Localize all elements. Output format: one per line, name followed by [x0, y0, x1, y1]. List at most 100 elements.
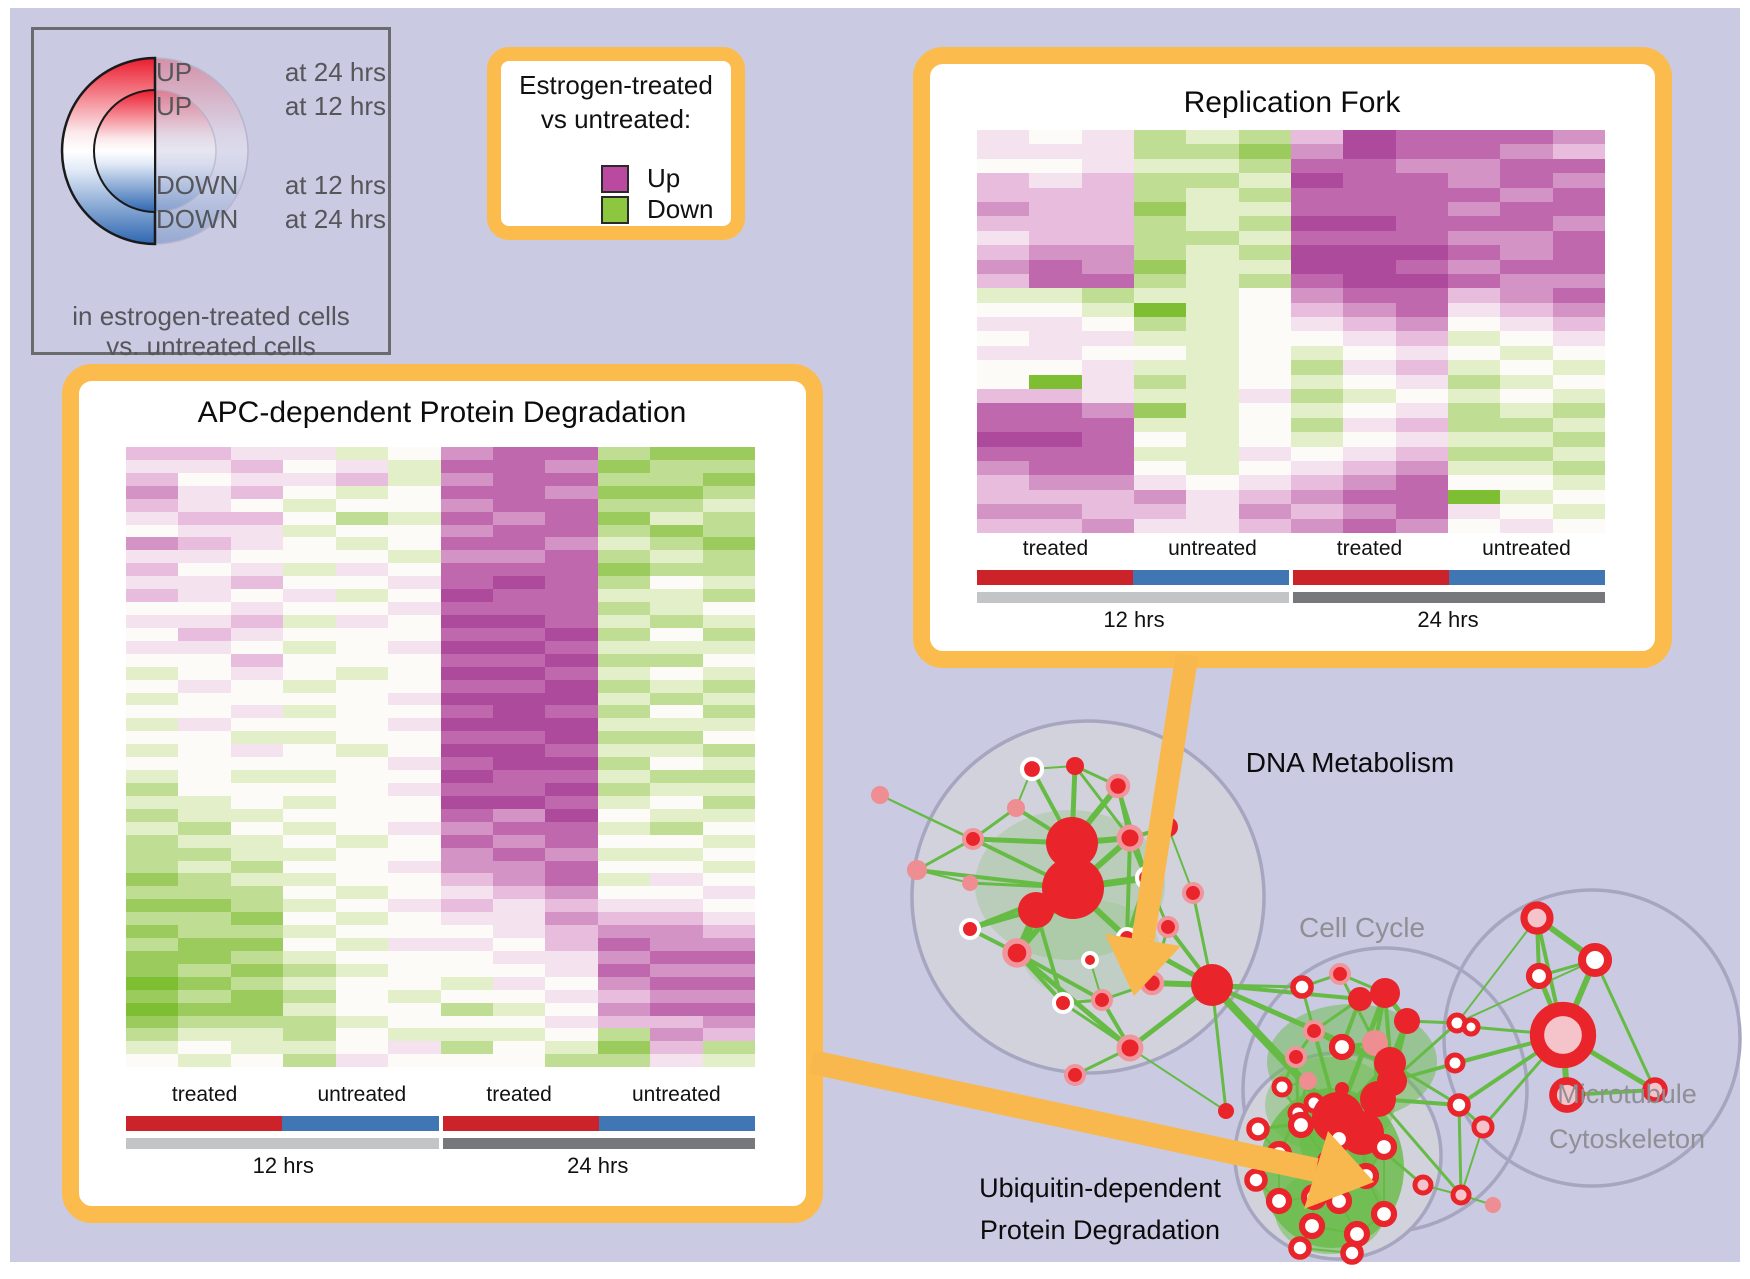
heatmap-cell [545, 925, 598, 939]
heatmap-cell [388, 511, 441, 525]
heatmap-cell [1500, 331, 1553, 346]
heatmap-cell [1081, 317, 1134, 332]
heatmap-row [977, 187, 1605, 202]
heatmap-cell [702, 511, 756, 525]
heatmap-cell [1029, 230, 1082, 246]
heatmap-cell [178, 666, 231, 680]
heatmap-cell [1081, 475, 1134, 490]
up-color-swatch [601, 164, 629, 193]
heatmap-row [977, 446, 1605, 461]
heatmap-cell [335, 925, 389, 939]
heatmap-cell [1343, 360, 1396, 375]
heatmap-cell [1447, 518, 1501, 533]
heatmap-cell [1186, 446, 1239, 461]
heatmap-cell [702, 744, 756, 758]
heatmap-cell [283, 692, 336, 706]
network-node [1520, 901, 1554, 935]
heatmap-cell [440, 1054, 493, 1068]
heatmap-cell [1186, 432, 1239, 447]
heatmap-cell [335, 860, 389, 874]
heatmap-cell [597, 899, 651, 913]
heatmap-cell [650, 498, 703, 512]
heatmap-cell [126, 886, 179, 900]
heatmap-cell [492, 653, 546, 667]
ubiquitin-label-line2: Protein Degradation [979, 1215, 1221, 1245]
heatmap-cell [440, 950, 493, 964]
heatmap-cell [977, 201, 1030, 217]
heatmap-cell [283, 666, 336, 680]
heatmap-row [126, 847, 756, 861]
heatmap-cell [1133, 331, 1187, 346]
legend-row: UP at 12 hrs [156, 91, 386, 122]
heatmap-cell [650, 576, 703, 590]
network-edge [1210, 984, 1228, 1112]
heatmap-cell [283, 498, 336, 512]
heatmap-cell [126, 860, 179, 874]
heatmap-cell [1552, 432, 1605, 447]
heatmap-cell [492, 602, 546, 615]
network-node [1412, 1174, 1434, 1196]
network-node [1328, 1033, 1356, 1061]
heatmap-cell [1186, 259, 1239, 274]
heatmap-cell [492, 744, 546, 758]
heatmap-row [126, 550, 756, 564]
heatmap-cell [178, 576, 231, 590]
network-node [1002, 938, 1032, 968]
network-node [1377, 1066, 1407, 1096]
heatmap-cell [492, 1028, 546, 1042]
heatmap-cell [1290, 201, 1344, 217]
heatmap-cell [1133, 460, 1187, 476]
heatmap-row [126, 718, 756, 732]
heatmap-cell [1343, 130, 1396, 145]
heatmap-cell [1552, 417, 1605, 433]
heatmap-cell [597, 808, 651, 822]
heatmap-cell [492, 511, 546, 525]
heatmap-cell [1029, 273, 1082, 289]
heatmap-cell [977, 158, 1030, 174]
heatmap-cell [283, 821, 336, 835]
heatmap-cell [440, 770, 493, 783]
heatmap-cell [1081, 446, 1134, 461]
heatmap-cell [178, 640, 231, 654]
heatmap-cell [1186, 417, 1239, 433]
heatmap-cell [283, 912, 336, 926]
heatmap-cell [230, 873, 284, 887]
heatmap-cell [440, 899, 493, 913]
heatmap-row [126, 925, 756, 939]
heatmap-cell [1290, 374, 1344, 390]
network-node [1529, 1001, 1597, 1069]
heatmap-cell [126, 963, 179, 977]
heatmap-cell [178, 550, 231, 564]
heatmap-cell [977, 187, 1030, 202]
heatmap-cell [126, 485, 179, 499]
heatmap-cell [492, 485, 546, 499]
arrow-to-dna-cluster [1131, 653, 1199, 942]
heatmap-cell [545, 1015, 598, 1029]
heatmap-cell [492, 576, 546, 590]
heatmap-row [126, 912, 756, 926]
heatmap-cell [440, 537, 493, 551]
heatmap-cell [1186, 345, 1239, 361]
heatmap-row [977, 475, 1605, 490]
heatmap-cell [702, 472, 756, 486]
heatmap-cell [702, 834, 756, 848]
heatmap-cell [1133, 432, 1187, 447]
heatmap-cell [388, 963, 441, 977]
heatmap-cell [650, 731, 703, 745]
direction-label: UP [156, 57, 193, 87]
heatmap-cell [283, 447, 336, 460]
heatmap-cell [178, 705, 231, 719]
heatmap-row [126, 1015, 756, 1029]
heatmap-cell [1395, 173, 1448, 188]
legend-row: DOWN at 24 hrs [156, 204, 386, 235]
heatmap-cell [230, 718, 284, 732]
heatmap-cell [1290, 331, 1344, 346]
heatmap-cell [1029, 259, 1082, 274]
heatmap-cell [1500, 489, 1553, 505]
heatmap-cell [492, 589, 546, 603]
heatmap-cell [702, 485, 756, 499]
duration-label: 24 hrs [1417, 607, 1479, 632]
heatmap-cell [1081, 230, 1134, 246]
heatmap-cell [1238, 475, 1291, 490]
heatmap-cell [335, 576, 389, 590]
